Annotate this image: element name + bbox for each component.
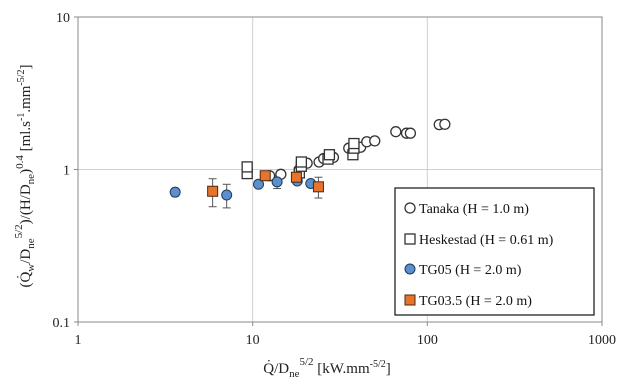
- y-axis-ticks: 0.1 1 10: [53, 11, 78, 331]
- data-point: [221, 189, 233, 201]
- x-tick-label: 1: [75, 333, 82, 348]
- y-axis-title-sup: 5/2: [13, 224, 25, 238]
- data-point: [312, 181, 324, 193]
- y-tick-label: 10: [56, 11, 70, 26]
- x-axis-title-part: ]: [386, 361, 391, 377]
- y-axis-title-part: ]: [18, 64, 34, 69]
- y-axis-title-part: /D: [18, 249, 34, 264]
- y-axis-title: (Q̇w/Dne5/2)/(H/Dne)0.4 [ml.s-1.mm-5/2]: [13, 64, 37, 287]
- data-point: [323, 149, 336, 161]
- data-point: [390, 126, 402, 138]
- x-tick-label: 100: [417, 333, 438, 348]
- data-point: [439, 118, 451, 130]
- legend-box: [394, 187, 595, 316]
- x-tick-label: 1000: [588, 333, 616, 348]
- y-axis-title-sub: w: [25, 264, 37, 272]
- legend-item-heskestad: Heskestad (H = 0.61 m): [404, 233, 554, 248]
- legend-label: TG05 (H = 2.0 m): [419, 263, 522, 278]
- y-axis-title-part: [ml.s: [18, 121, 34, 155]
- legend-item-tg035: TG03.5 (H = 2.0 m): [404, 294, 532, 309]
- legend-item-tanaka: Tanaka (H = 1.0 m): [404, 202, 529, 217]
- data-point: [290, 171, 302, 183]
- y-axis-title-part: )/(H/D: [18, 184, 34, 224]
- legend-marker-filled-circle: [404, 263, 416, 275]
- data-point: [271, 176, 283, 188]
- legend-marker-open-circle: [404, 202, 416, 214]
- legend-item-tg05: TG05 (H = 2.0 m): [404, 263, 522, 278]
- legend-marker-open-square: [404, 233, 416, 245]
- legend-label: Tanaka (H = 1.0 m): [419, 202, 529, 217]
- data-point: [207, 185, 219, 197]
- data-point: [404, 127, 417, 139]
- x-tick-label: 10: [246, 333, 260, 348]
- legend-label: Heskestad (H = 0.61 m): [419, 233, 554, 248]
- x-axis-title-sup: 5/2: [299, 356, 313, 368]
- data-point: [295, 156, 308, 168]
- data-point: [253, 178, 265, 190]
- x-axis-title-sub: ne: [289, 368, 300, 380]
- x-axis-ticks: 1 10 100 1000: [75, 322, 616, 348]
- x-axis-title-sup: -5/2: [370, 359, 386, 370]
- y-axis-title-sup: -1: [16, 113, 27, 121]
- legend: Tanaka (H = 1.0 m) Heskestad (H = 0.61 m…: [394, 187, 595, 316]
- y-axis-title-sub: ne: [25, 238, 37, 249]
- legend-label: TG03.5 (H = 2.0 m): [419, 294, 532, 309]
- data-points: [169, 118, 451, 201]
- legend-marker-filled-square: [404, 294, 416, 306]
- y-tick-label: 0.1: [53, 316, 71, 331]
- y-axis-title-sub: ne: [25, 174, 37, 185]
- y-axis-title-part: .mm: [18, 85, 34, 112]
- data-point: [169, 186, 181, 198]
- x-axis-title: Q̇/Dne5/2 [kW.mm-5/2]: [263, 356, 391, 380]
- data-point: [369, 135, 381, 147]
- x-axis-title-part: Q̇/D: [263, 360, 289, 377]
- y-axis-title-part: ): [18, 169, 34, 174]
- y-axis-title-sup: -5/2: [16, 69, 27, 85]
- y-axis-title-part: (Q̇: [17, 272, 34, 288]
- data-point: [348, 137, 360, 150]
- y-axis-title-sup: 0.4: [14, 155, 26, 169]
- x-axis-title-part: [kW.mm: [314, 361, 370, 377]
- data-point: [259, 170, 271, 182]
- data-point: [241, 161, 253, 173]
- y-tick-label: 1: [63, 164, 70, 179]
